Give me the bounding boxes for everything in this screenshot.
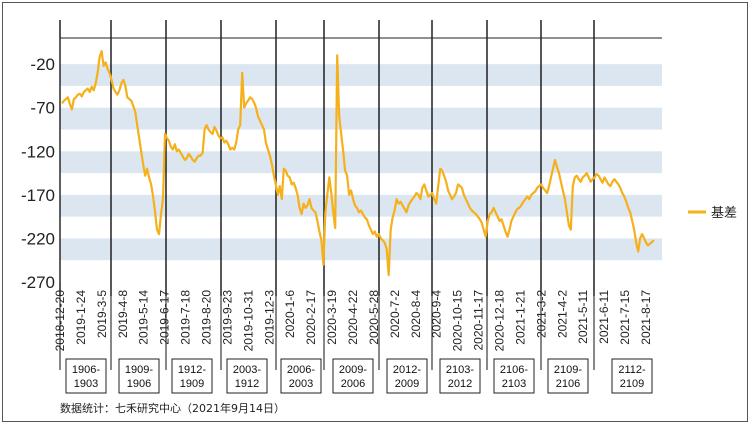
y-tick-label: -220	[21, 229, 55, 248]
contract-box	[439, 358, 481, 394]
x-tick-label: 2020-12-18	[493, 290, 507, 352]
x-tick-label: 2021-7-15	[618, 290, 632, 345]
x-tick-label: 2021-4-2	[555, 290, 569, 338]
band-0	[60, 64, 662, 86]
x-tick-label: 2020-8-4	[409, 290, 423, 338]
y-tick-label: -270	[21, 273, 55, 292]
contract-box	[226, 358, 268, 394]
contract-box	[332, 358, 374, 394]
contract-box	[280, 358, 322, 394]
x-tick-label: 2020-11-17	[472, 290, 486, 351]
x-tick-label: 2020-9-4	[430, 290, 444, 338]
contract-box-line1: 2109-	[554, 364, 582, 376]
x-tick-label: 2020-2-17	[304, 290, 318, 345]
series-line-basis	[61, 50, 655, 277]
x-tick-label: 2018-12-20	[53, 290, 67, 352]
x-tick-label: 2019-4-8	[116, 290, 130, 338]
y-tick-label: -120	[21, 142, 55, 161]
contract-box	[386, 358, 428, 394]
contract-box-line1: 2003-	[233, 364, 261, 376]
x-tick-label: 2021-5-11	[576, 290, 590, 344]
x-axis-ticks: 2018-12-20 2019-1-24 2019-3-5 2019-4-8 2019-…	[53, 290, 653, 352]
background-bands	[60, 64, 662, 261]
x-tick-label: 2019-5-14	[137, 290, 151, 345]
x-tick-label: 2021-1-21	[513, 290, 527, 345]
contract-box-line2: 2106	[556, 378, 580, 390]
contract-box-line1: 1909-	[125, 364, 153, 376]
contract-box-line2: 2009	[395, 378, 419, 390]
contract-box-line2: 1909	[180, 378, 204, 390]
contract-box-line1: 2012-	[393, 364, 421, 376]
legend-label: 基差	[711, 205, 737, 220]
x-tick-label: 2020-3-19	[325, 290, 339, 345]
contract-box-line2: 1903	[74, 378, 98, 390]
x-tick-label: 2020-5-28	[367, 290, 381, 345]
contract-box-line1: 2009-	[339, 364, 367, 376]
band-4	[60, 238, 662, 261]
contract-roll-lines	[59, 20, 595, 370]
x-tick-label: 2021-3-2	[534, 290, 548, 338]
contract-box-line2: 2003	[289, 378, 313, 390]
contract-boxes: 1906- 1903 1909- 1906 1912- 1909 2003- 1912 2006…	[65, 358, 653, 394]
contract-box-line2: 2103	[502, 378, 526, 390]
contract-box-line1: 2106-	[500, 364, 528, 376]
contract-box	[118, 358, 160, 394]
x-tick-label: 2019-7-18	[179, 290, 193, 345]
x-tick-label: 2019-3-5	[95, 290, 109, 338]
x-tick-label: 2019-1-24	[74, 290, 88, 345]
contract-box	[493, 358, 535, 394]
contract-box-line1: 2006-	[287, 364, 315, 376]
contract-box	[611, 358, 653, 394]
x-tick-label: 2019-8-20	[200, 290, 214, 345]
y-tick-label: -170	[21, 186, 55, 205]
x-tick-label: 2019-12-3	[262, 290, 276, 345]
contract-box	[171, 358, 213, 394]
x-tick-label: 2020-7-2	[388, 290, 402, 338]
x-tick-label: 2021-6-11	[597, 290, 611, 344]
x-tick-label: 2020-10-15	[451, 290, 465, 352]
contract-box-line2: 2109	[620, 378, 644, 390]
source-note: 数据统计：七禾研究中心（2021年9月14日）	[60, 402, 285, 415]
contract-box-line1: 1912-	[178, 364, 206, 376]
x-tick-label: 2019-9-23	[220, 290, 234, 345]
band-2	[60, 151, 662, 174]
band-3	[60, 194, 662, 217]
contract-box-line1: 2103-	[446, 364, 474, 376]
axes	[59, 37, 662, 282]
x-tick-label: 2020-4-22	[346, 290, 360, 345]
y-tick-label: -20	[30, 55, 55, 74]
contract-box-line2: 1912	[235, 378, 259, 390]
contract-box	[547, 358, 589, 394]
contract-box-line1: 2112-	[618, 364, 646, 376]
x-tick-label: 2019-10-31	[241, 290, 255, 352]
x-tick-label: 2019-6-17	[158, 290, 172, 345]
y-tick-label: -70	[30, 99, 55, 118]
contract-box-line2: 2006	[341, 378, 365, 390]
series-group	[61, 50, 655, 277]
band-1	[60, 107, 662, 130]
contract-box	[65, 358, 107, 394]
y-axis-ticks: -20 -70 -120 -170 -220 -270	[21, 55, 55, 292]
contract-box-line2: 2012	[448, 378, 472, 390]
x-tick-label: 2021-8-17	[639, 290, 653, 345]
legend: 基差	[688, 205, 737, 220]
contract-box-line2: 1906	[127, 378, 151, 390]
contract-box-line1: 1906-	[72, 364, 100, 376]
x-tick-label: 2020-1-6	[283, 290, 297, 338]
